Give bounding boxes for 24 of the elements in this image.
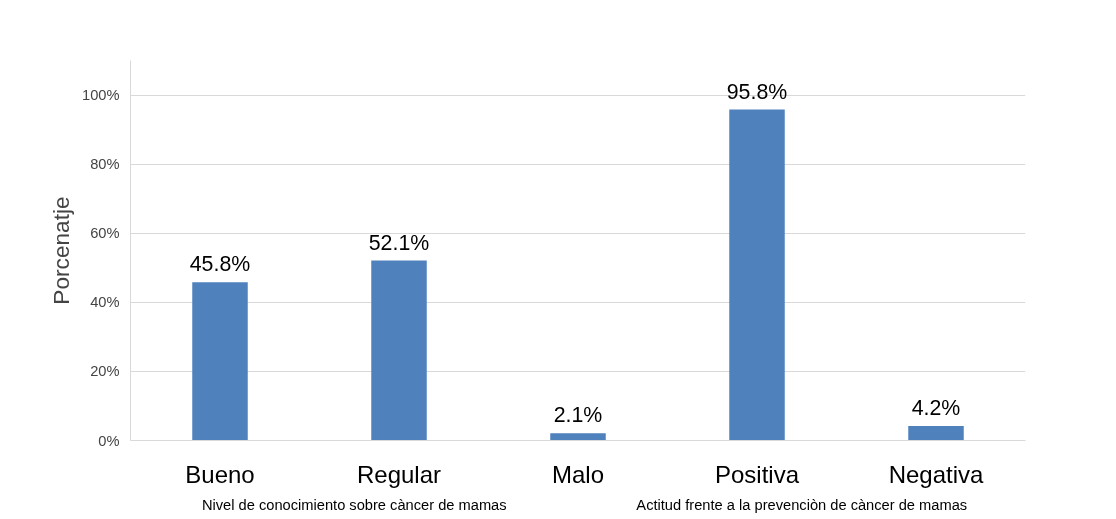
bar <box>908 425 964 441</box>
bar <box>729 109 785 441</box>
bar <box>550 433 606 441</box>
y-tick-label: 0% <box>98 432 120 449</box>
text: Nivel de conocimiento sobre càncer de mamas <box>201 496 507 513</box>
x-tick-label: Bueno <box>185 460 255 488</box>
y-tick-label: 60% <box>90 225 120 242</box>
y-tick-label: 40% <box>90 294 120 311</box>
data-label: 2.1% <box>553 403 603 428</box>
data-label: 4.2% <box>911 395 961 420</box>
y-axis-title: Porcenatje <box>48 196 75 305</box>
bar <box>192 282 248 441</box>
bar <box>371 260 427 441</box>
x-tick-label: Regular <box>356 460 442 488</box>
y-tick-label: 20% <box>90 363 120 380</box>
y-tick-label: 100% <box>82 87 120 104</box>
data-label: 52.1% <box>368 230 430 255</box>
data-label: 95.8% <box>726 79 788 104</box>
data-label: 45.8% <box>189 252 251 277</box>
y-tick-label: 80% <box>90 156 120 173</box>
text: Actitud frente a la prevenciòn de càncer de mamas <box>636 496 968 513</box>
x-tick-label: Negativa <box>888 460 985 488</box>
x-tick-label: Malo <box>551 460 605 488</box>
x-tick-label: Positiva <box>714 460 800 488</box>
